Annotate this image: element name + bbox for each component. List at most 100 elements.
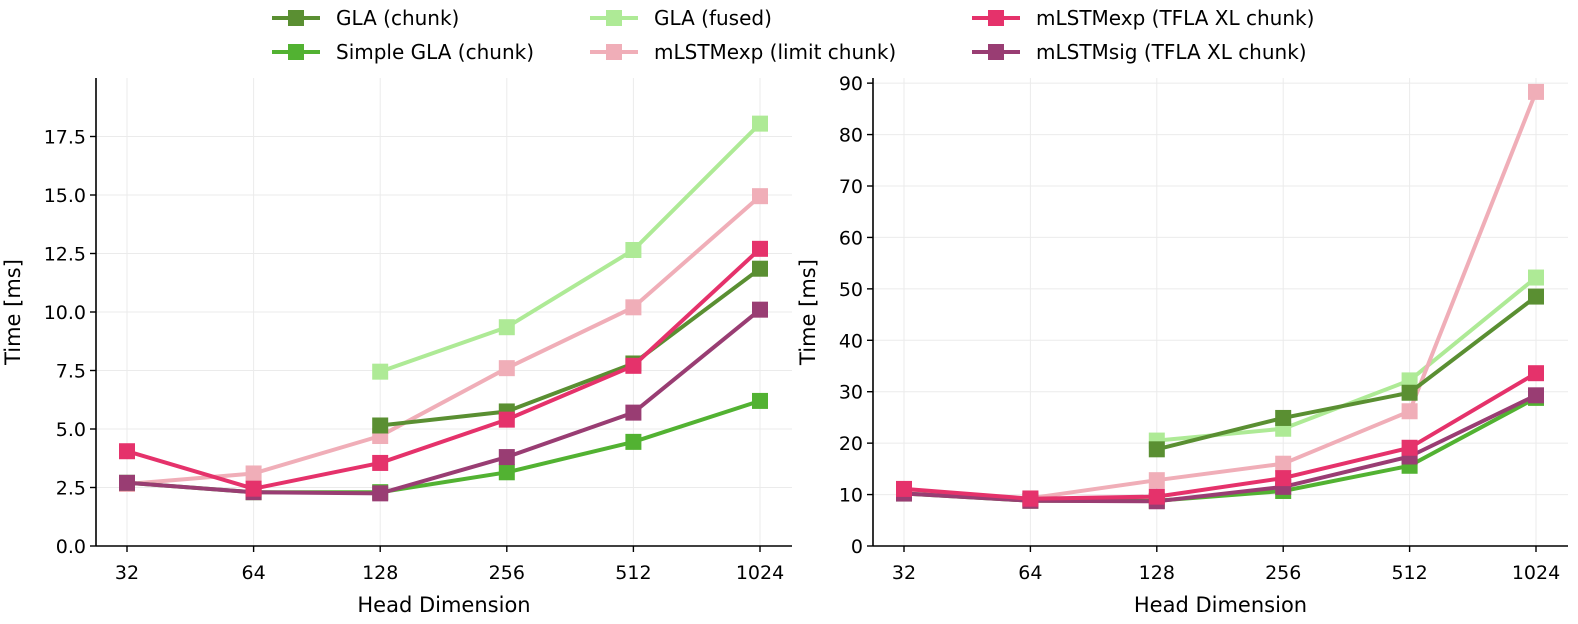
x-tick-label: 256 bbox=[1265, 562, 1301, 584]
y-tick-label: 60 bbox=[839, 227, 863, 249]
data-point bbox=[498, 360, 515, 377]
data-point bbox=[119, 443, 135, 460]
x-tick-label: 32 bbox=[892, 562, 916, 584]
series-mlstmexp-limit-chunk bbox=[119, 188, 768, 492]
x-tick-label: 512 bbox=[615, 562, 651, 584]
legend-entry-mlstmexp-tfla-xl-chunk: mLSTMexp (TFLA XL chunk) bbox=[972, 6, 1314, 30]
series-line bbox=[126, 194, 762, 486]
x-axis-label: Head Dimension bbox=[357, 593, 530, 617]
y-tick-label: 40 bbox=[839, 330, 863, 352]
data-point bbox=[625, 299, 642, 316]
series-line bbox=[1156, 275, 1538, 443]
data-point bbox=[119, 474, 135, 491]
data-point bbox=[372, 454, 389, 471]
data-point bbox=[245, 480, 262, 497]
y-tick-label: 7.5 bbox=[56, 361, 86, 383]
legend-entry-gla-chunk: GLA (chunk) bbox=[272, 6, 459, 30]
y-axis-label: Time [ms] bbox=[1, 259, 25, 366]
data-point bbox=[1275, 409, 1292, 426]
legend-entry-mlstmexp-limit-chunk: mLSTMexp (limit chunk) bbox=[590, 40, 896, 64]
data-point bbox=[1275, 455, 1292, 472]
x-tick-label: 256 bbox=[489, 562, 525, 584]
series-line bbox=[379, 122, 762, 374]
legend-swatch-marker bbox=[988, 44, 1004, 60]
data-point bbox=[752, 392, 768, 409]
data-point bbox=[625, 357, 642, 374]
data-point bbox=[1528, 387, 1544, 404]
series-simple-gla-chunk bbox=[119, 392, 768, 501]
data-point bbox=[1401, 372, 1418, 389]
series-line bbox=[903, 371, 1538, 501]
legend-entry-gla-fused: GLA (fused) bbox=[590, 6, 772, 30]
legend-swatch-marker bbox=[988, 10, 1004, 26]
x-tick-label: 32 bbox=[115, 562, 139, 584]
data-point bbox=[752, 301, 768, 318]
y-tick-label: 20 bbox=[839, 433, 863, 455]
legend-swatch-marker bbox=[288, 10, 304, 26]
y-tick-label: 90 bbox=[839, 73, 863, 95]
legend-label: GLA (chunk) bbox=[336, 6, 459, 30]
data-point bbox=[1401, 384, 1418, 401]
y-axis-label: Time [ms] bbox=[796, 259, 820, 366]
data-point bbox=[1401, 403, 1418, 420]
series-simple-gla-chunk bbox=[896, 389, 1544, 509]
y-tick-label: 10.0 bbox=[44, 302, 86, 324]
y-tick-label: 15.0 bbox=[44, 185, 86, 207]
data-point bbox=[1528, 83, 1544, 100]
data-point bbox=[1528, 288, 1544, 305]
series-mlstmexp-tfla-xl-chunk bbox=[119, 240, 768, 497]
series-line bbox=[379, 267, 762, 428]
data-point bbox=[372, 363, 389, 380]
legend-entry-mlstmsig-tfla-xl-chunk: mLSTMsig (TFLA XL chunk) bbox=[972, 40, 1307, 64]
series-mlstmsig-tfla-xl-chunk bbox=[896, 387, 1544, 510]
chart-panel-right: 0 10 20 30 40 50 60 70 80 90 32 64 128 256 512 1024 Head… bbox=[796, 73, 1568, 617]
series-mlstmsig-tfla-xl-chunk bbox=[119, 301, 768, 502]
data-point bbox=[1528, 365, 1544, 382]
data-point bbox=[625, 433, 642, 450]
series-line bbox=[903, 393, 1537, 504]
x-tick-label: 512 bbox=[1391, 562, 1427, 584]
data-point bbox=[625, 241, 642, 258]
series-line bbox=[126, 247, 762, 491]
data-point bbox=[498, 319, 515, 336]
legend-label: mLSTMexp (limit chunk) bbox=[654, 40, 896, 64]
data-point bbox=[245, 465, 262, 482]
y-tick-label: 17.5 bbox=[44, 127, 86, 149]
data-point bbox=[372, 485, 389, 502]
series-line bbox=[903, 396, 1537, 503]
legend-swatch-marker bbox=[606, 10, 622, 26]
data-point bbox=[1401, 439, 1418, 456]
gridlines bbox=[873, 78, 1568, 547]
x-tick-label: 1024 bbox=[736, 562, 784, 584]
x-tick-label: 1024 bbox=[1512, 562, 1560, 584]
data-point bbox=[896, 480, 912, 497]
data-point bbox=[1275, 470, 1292, 487]
legend-swatch-marker bbox=[288, 44, 304, 60]
legend-label: mLSTMsig (TFLA XL chunk) bbox=[1036, 40, 1307, 64]
x-tick-label: 64 bbox=[1018, 562, 1042, 584]
y-tick-label: 70 bbox=[839, 176, 863, 198]
y-tick-label: 5.0 bbox=[56, 419, 86, 441]
series-line bbox=[1156, 295, 1538, 452]
x-tick-label: 128 bbox=[362, 562, 398, 584]
x-tick-label: 64 bbox=[242, 562, 266, 584]
x-tick-label: 128 bbox=[1139, 562, 1175, 584]
data-point bbox=[372, 417, 389, 434]
series-line bbox=[126, 308, 762, 496]
data-point bbox=[498, 411, 515, 428]
data-point bbox=[752, 240, 768, 257]
y-tick-label: 12.5 bbox=[44, 244, 86, 266]
data-point bbox=[752, 115, 768, 132]
y-tick-label: 30 bbox=[839, 382, 863, 404]
data-point bbox=[752, 188, 768, 205]
y-tick-label: 50 bbox=[839, 279, 863, 301]
y-tick-label: 0 bbox=[851, 536, 863, 558]
legend-label: Simple GLA (chunk) bbox=[336, 40, 534, 64]
data-point bbox=[752, 260, 768, 277]
series-mlstmexp-tfla-xl-chunk bbox=[896, 365, 1544, 507]
legend: GLA (chunk) GLA (fused) mLSTMexp (TFLA XL … bbox=[272, 6, 1314, 64]
chart-panel-left: 0.0 2.5 5.0 7.5 10.0 12.5 15.0 17.5 32 64 128 256 51… bbox=[1, 78, 792, 617]
y-tick-label: 0.0 bbox=[56, 536, 86, 558]
